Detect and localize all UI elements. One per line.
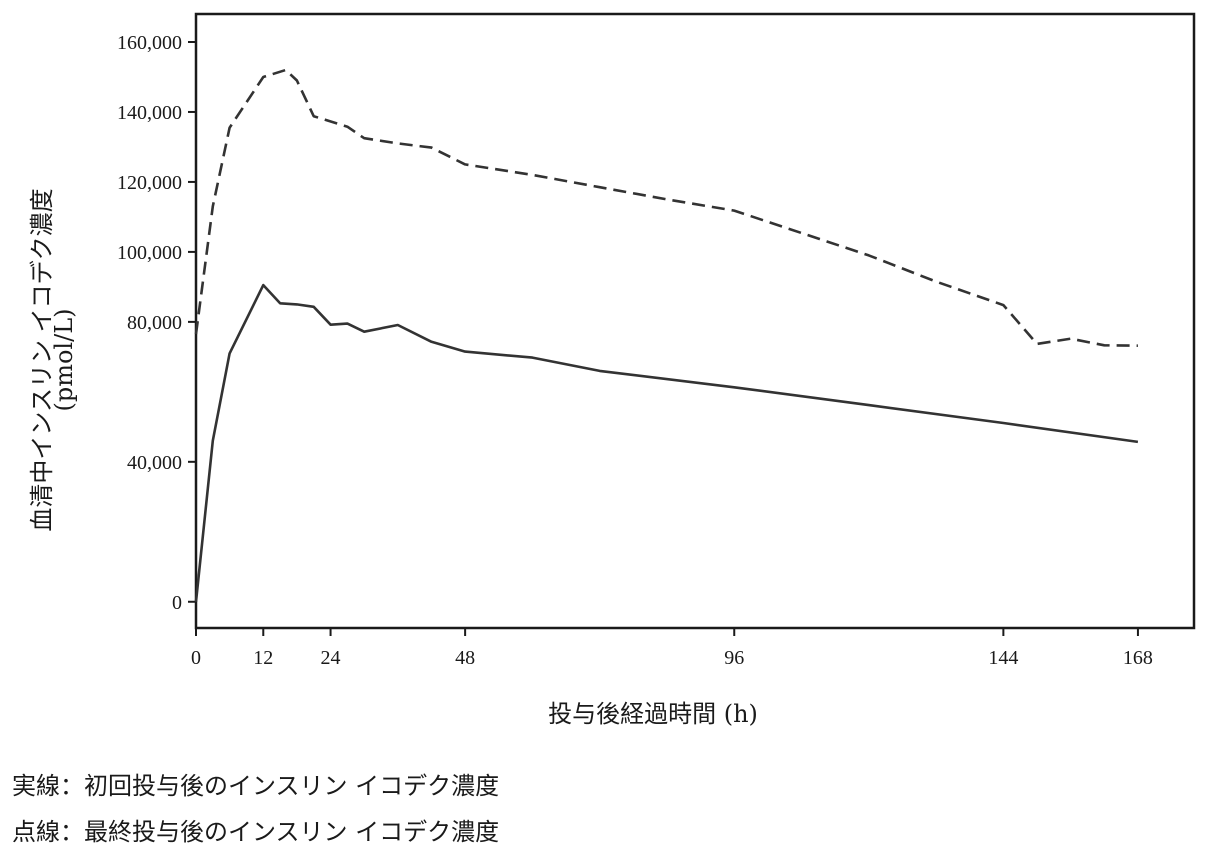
series-layer xyxy=(194,68,1139,602)
plot-frame xyxy=(194,12,1196,630)
x-tick-label: 96 xyxy=(724,647,744,669)
y-tick-label: 40,000 xyxy=(127,452,182,474)
y-axis-title-line-1: 血清中インスリン イコデク濃度 xyxy=(28,188,56,531)
y-axis: 0 40,000 80,000 100,000 120,000 140,000 160,00… xyxy=(117,32,196,614)
x-tick-label: 144 xyxy=(988,647,1018,669)
caption-dashed-line: 点線：最終投与後のインスリン イコデク濃度 xyxy=(12,818,500,846)
y-tick-label: 140,000 xyxy=(117,102,182,124)
x-axis-title: 投与後経過時間 (h) xyxy=(548,700,758,728)
caption-solid-line: 実線：初回投与後のインスリン イコデク濃度 xyxy=(12,772,500,800)
x-tick-label: 48 xyxy=(455,647,475,669)
y-tick-label: 120,000 xyxy=(117,172,182,194)
y-tick-label: 100,000 xyxy=(117,242,182,264)
series-line-solid xyxy=(194,283,1139,602)
pk-line-chart: 0 40,000 80,000 100,000 120,000 140,000 160,00… xyxy=(28,12,1196,728)
x-tick-label: 12 xyxy=(253,647,273,669)
y-tick-label: 0 xyxy=(172,592,182,614)
x-tick-label: 168 xyxy=(1123,647,1153,669)
series-line-dashed xyxy=(194,68,1138,347)
y-axis-title: 血清中インスリン イコデク濃度 (pmol/L) xyxy=(28,188,78,531)
y-axis-title-line-2: (pmol/L) xyxy=(50,309,78,412)
x-tick-label: 24 xyxy=(321,647,341,669)
y-tick-label: 160,000 xyxy=(117,32,182,54)
x-tick-label: 0 xyxy=(191,647,201,669)
y-tick-label: 80,000 xyxy=(127,312,182,334)
x-axis: 0 12 24 48 96 144 168 xyxy=(191,628,1153,669)
